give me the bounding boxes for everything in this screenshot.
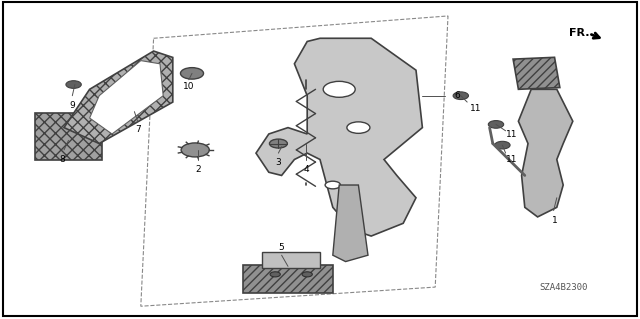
- Circle shape: [66, 81, 81, 88]
- Text: 7: 7: [135, 125, 140, 134]
- Text: 5: 5: [279, 243, 284, 252]
- Circle shape: [347, 122, 370, 133]
- Circle shape: [453, 92, 468, 100]
- Bar: [262, 252, 320, 268]
- Polygon shape: [90, 61, 163, 134]
- Polygon shape: [64, 51, 173, 144]
- Circle shape: [323, 81, 355, 97]
- Circle shape: [495, 141, 510, 149]
- Text: SZA4B2300: SZA4B2300: [539, 283, 588, 292]
- Circle shape: [302, 272, 312, 277]
- Circle shape: [269, 139, 287, 148]
- Bar: [35, 113, 102, 160]
- Bar: [243, 265, 333, 293]
- Text: FR.: FR.: [569, 28, 589, 39]
- Polygon shape: [333, 185, 368, 262]
- Polygon shape: [256, 38, 422, 236]
- Text: 10: 10: [183, 82, 195, 91]
- Circle shape: [180, 68, 204, 79]
- Text: 1: 1: [552, 216, 557, 225]
- Circle shape: [325, 181, 340, 189]
- Circle shape: [181, 143, 209, 157]
- Text: 11: 11: [506, 155, 518, 164]
- Polygon shape: [518, 89, 573, 217]
- Text: 6: 6: [455, 91, 460, 100]
- Circle shape: [270, 272, 280, 277]
- Text: 11: 11: [506, 130, 518, 139]
- Text: 3: 3: [276, 158, 281, 167]
- Text: 8: 8: [60, 155, 65, 164]
- Bar: [513, 57, 560, 89]
- Text: 9: 9: [70, 101, 75, 110]
- Circle shape: [488, 121, 504, 128]
- Text: 2: 2: [196, 165, 201, 174]
- Text: 4: 4: [303, 165, 308, 174]
- Text: 11: 11: [470, 104, 481, 113]
